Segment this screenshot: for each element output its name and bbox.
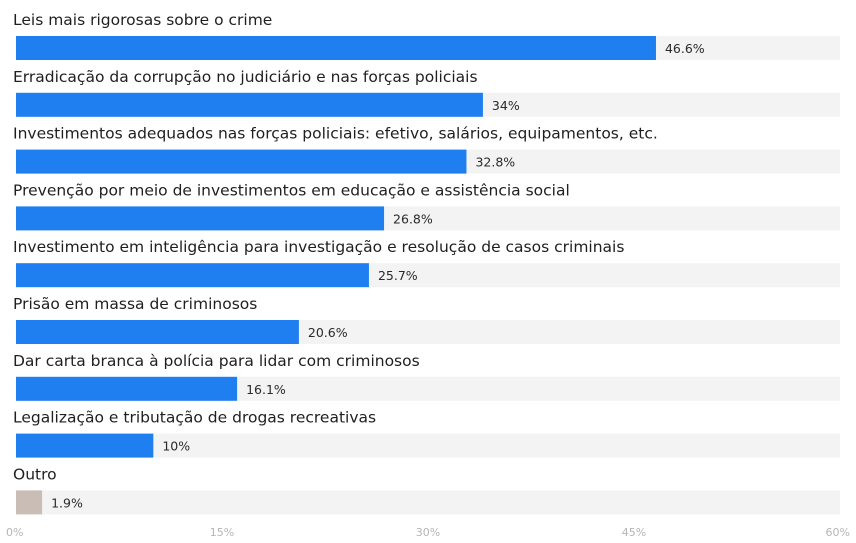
value-label: 46.6% [665, 41, 705, 56]
value-label: 1.9% [51, 495, 83, 510]
bar [16, 376, 238, 401]
bar-row: Investimento em inteligência para invest… [13, 238, 840, 288]
bar-row: Prisão em massa de criminosos 20.6% [13, 295, 840, 344]
bar-row: Erradicação da corrupção no judiciário e… [13, 68, 840, 117]
value-label: 25.7% [378, 268, 418, 283]
x-tick-label: 30% [416, 526, 440, 539]
category-label: Prevenção por meio de investimentos em e… [13, 181, 570, 199]
bar-row: Prevenção por meio de investimentos em e… [13, 181, 840, 231]
category-label: Investimentos adequados nas forças polic… [13, 125, 658, 143]
category-label: Investimento em inteligência para invest… [13, 238, 624, 256]
bar-row: Leis mais rigorosas sobre o crime 46.6% [13, 11, 840, 60]
category-label: Outro [13, 465, 57, 483]
bar-row: Legalização e tributação de drogas recre… [13, 409, 840, 458]
value-label: 16.1% [246, 382, 286, 397]
bar [16, 490, 43, 515]
value-label: 34% [492, 98, 520, 113]
x-tick-label: 45% [622, 526, 646, 539]
bar [16, 320, 299, 344]
x-tick-label: 15% [210, 526, 234, 539]
bar-track [16, 490, 840, 515]
bar-row: Dar carta branca à polícia para lidar co… [13, 352, 840, 401]
value-label: 10% [162, 439, 190, 454]
bar [16, 206, 385, 231]
value-label: 20.6% [308, 325, 348, 340]
category-label: Leis mais rigorosas sobre o crime [13, 11, 272, 29]
bar-row: Investimentos adequados nas forças polic… [13, 125, 840, 174]
category-label: Erradicação da corrupção no judiciário e… [13, 68, 478, 86]
bar [16, 263, 369, 288]
bar-row: Outro 1.9% [13, 465, 840, 515]
category-label: Legalização e tributação de drogas recre… [13, 409, 376, 427]
category-label: Prisão em massa de criminosos [13, 295, 257, 313]
value-label: 32.8% [475, 155, 515, 170]
x-tick-label: 60% [826, 526, 850, 539]
category-label: Dar carta branca à polícia para lidar co… [13, 352, 420, 370]
bar [16, 36, 656, 60]
bar [16, 433, 154, 458]
value-label: 26.8% [393, 211, 433, 226]
bar [16, 92, 483, 117]
x-tick-label: 0% [6, 526, 23, 539]
bar [16, 149, 467, 174]
